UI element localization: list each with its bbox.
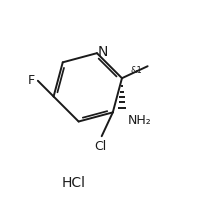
- Text: N: N: [98, 44, 108, 59]
- Text: NH₂: NH₂: [128, 113, 152, 126]
- Text: F: F: [28, 73, 35, 86]
- Text: HCl: HCl: [62, 175, 86, 190]
- Text: Cl: Cl: [95, 140, 107, 152]
- Text: &1: &1: [130, 65, 142, 74]
